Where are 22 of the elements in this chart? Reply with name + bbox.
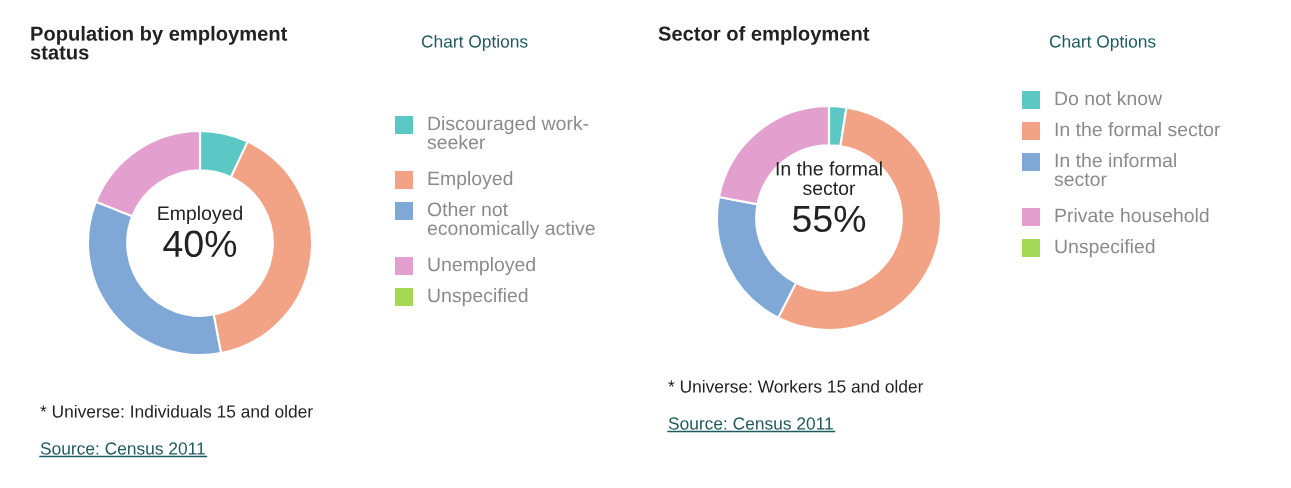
legend-label: Discouraged work-seeker <box>427 116 589 150</box>
chart-title: Population by employment status <box>30 26 288 60</box>
legend-label: Unemployed <box>428 257 535 276</box>
chart-title: Sector of employment <box>658 26 870 45</box>
source-note: Source: Census 2011 <box>40 442 205 455</box>
text: Employed <box>158 205 242 224</box>
text: 55% <box>792 205 866 233</box>
legend-label: Other not economically active <box>427 202 595 239</box>
text: 40% <box>163 230 237 258</box>
text: In the formal sector <box>776 161 882 196</box>
legend-label: Unspecified <box>428 288 528 307</box>
legend-label: Unspecified <box>1055 239 1155 258</box>
text: Chart Options <box>1049 34 1156 52</box>
text: Chart Options <box>421 34 528 52</box>
legend-label: Employed <box>428 171 513 190</box>
source-note: Source: Census 2011 <box>668 417 833 430</box>
legend-label: In the informal sector <box>1054 153 1176 187</box>
legend-label: Private household <box>1055 208 1209 223</box>
text: * Universe: Individuals 15 and older <box>40 404 313 418</box>
legend-label: Do not know <box>1055 91 1163 106</box>
text: * Universe: Workers 15 and older <box>668 379 924 393</box>
legend-label: In the formal sector <box>1055 122 1221 137</box>
